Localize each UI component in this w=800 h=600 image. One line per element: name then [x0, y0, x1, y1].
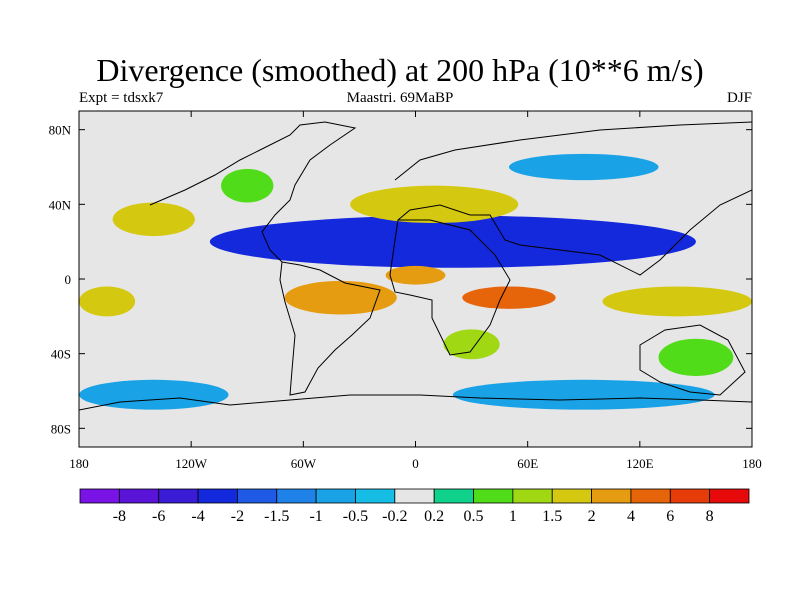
- x-tick-label: 60W: [291, 456, 317, 471]
- colorbar-swatch: [237, 488, 278, 504]
- x-tick-label: 0: [412, 456, 419, 471]
- colorbar-swatch: [591, 488, 632, 504]
- colorbar-label: 6: [666, 508, 674, 525]
- colorbar-label: -2: [231, 508, 244, 525]
- colorbar-swatch: [197, 488, 238, 504]
- experiment-label: Expt = tdsxk7: [79, 90, 164, 106]
- y-tick-label: 80S: [51, 421, 71, 436]
- colorbar-swatch: [512, 488, 553, 504]
- colorbar-label: -8: [113, 508, 126, 525]
- colorbar: -8 -6 -4 -2 -1.5 -1 -0.5 -0.2 0.2 0.5 1 1.5 2 4 6 8: [79, 488, 750, 525]
- colorbar-swatch: [158, 488, 199, 504]
- colorbar-swatch: [433, 488, 474, 504]
- coastline-europe-asia: [394, 121, 752, 276]
- divergence-region-7: [602, 286, 752, 317]
- x-tick-label: 180: [69, 456, 89, 471]
- chart-title: Divergence (smoothed) at 200 hPa (10**6 …: [96, 52, 704, 88]
- coastline-africa: [389, 219, 511, 356]
- colorbar-label: 4: [627, 508, 635, 525]
- coastline-antarctica: [79, 394, 752, 411]
- colorbar-label: -1: [309, 508, 322, 525]
- coastline-south-america: [279, 261, 381, 396]
- colorbar-label: 1.5: [542, 508, 562, 525]
- y-tick-label: 40N: [49, 197, 72, 212]
- colorbar-label: 2: [588, 508, 596, 525]
- colorbar-swatch: [551, 488, 592, 504]
- x-tick-label: 180: [742, 456, 762, 471]
- divergence-region-8: [385, 265, 446, 285]
- colorbar-swatch: [709, 488, 750, 504]
- colorbar-label: -4: [191, 508, 204, 525]
- colorbar-label: -1.5: [264, 508, 289, 525]
- y-tick-label: 40S: [51, 347, 71, 362]
- divergence-region-3: [350, 185, 519, 223]
- colorbar-swatch: [394, 488, 435, 504]
- colorbar-swatch: [276, 488, 317, 504]
- colorbar-label: -6: [152, 508, 165, 525]
- coastline-north-america: [149, 121, 357, 263]
- colorbar-label: -0.5: [343, 508, 368, 525]
- divergence-region-4: [112, 202, 195, 237]
- divergence-region-11: [508, 153, 659, 181]
- divergence-region-14: [658, 338, 734, 377]
- colorbar-swatch: [473, 488, 514, 504]
- colorbar-label: 0.5: [464, 508, 484, 525]
- colorbar-swatch: [669, 488, 711, 504]
- divergence-region-13: [452, 379, 715, 410]
- colorbar-label: 1: [509, 508, 517, 525]
- colorbar-swatch: [630, 488, 671, 504]
- divergence-region-5: [284, 280, 397, 315]
- x-tick-label: 120E: [626, 456, 654, 471]
- colorbar-swatch: [315, 488, 356, 504]
- divergence-region-6: [462, 286, 556, 309]
- colorbar-swatch: [118, 488, 160, 504]
- x-tick-label: 120W: [175, 456, 208, 471]
- divergence-region-9: [79, 286, 136, 317]
- divergence-region-10: [221, 168, 274, 203]
- colorbar-label: 0.2: [424, 508, 444, 525]
- divergence-region-2: [293, 226, 463, 250]
- x-tick-label: 60E: [517, 456, 538, 471]
- coastline-australia: [639, 324, 746, 396]
- y-tick-label: 0: [65, 272, 72, 287]
- coastline-outline: [79, 121, 752, 411]
- colorbar-label: 8: [706, 508, 714, 525]
- colorbar-swatch: [355, 488, 396, 504]
- period-label: Maastri. 69MaBP: [346, 90, 454, 106]
- colorbar-swatch: [79, 488, 120, 504]
- season-label: DJF: [726, 90, 752, 106]
- colorbar-label: -0.2: [382, 508, 407, 525]
- divergence-region-15: [443, 329, 500, 360]
- y-tick-label: 80N: [49, 123, 72, 138]
